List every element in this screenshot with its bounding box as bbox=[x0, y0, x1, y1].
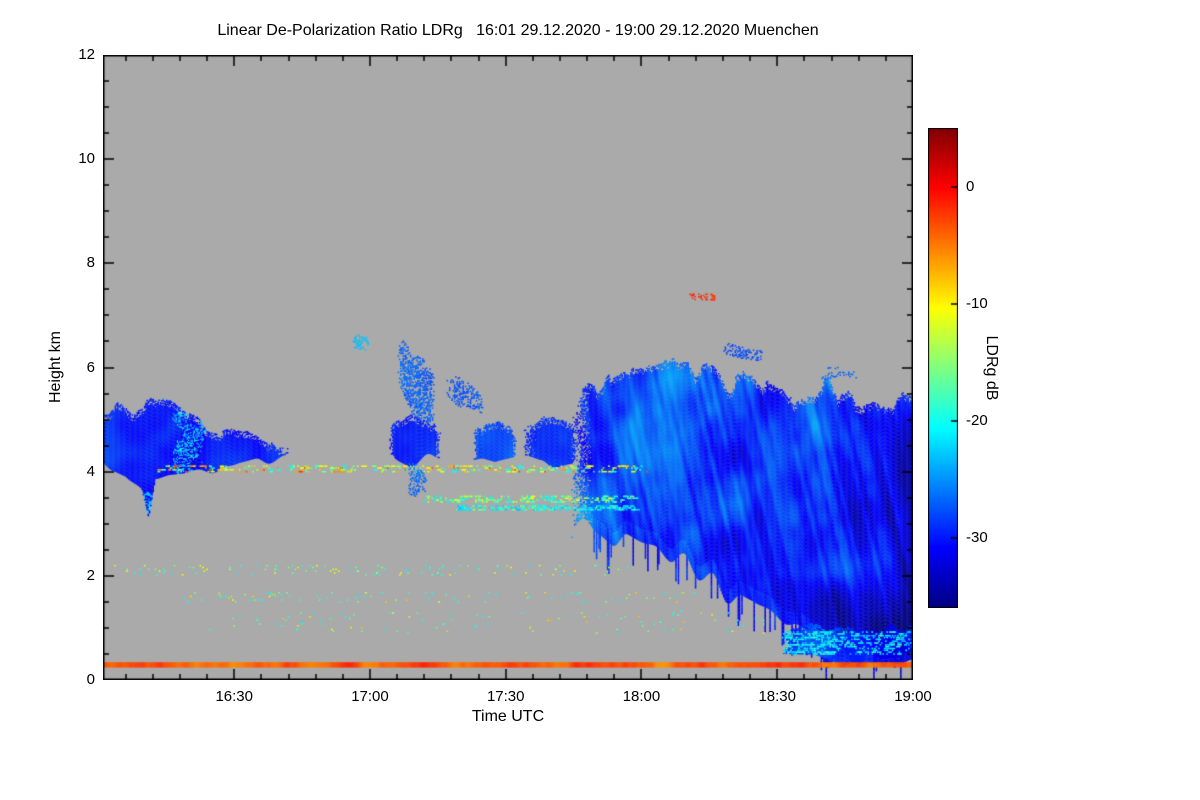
colorbar-tick-label: -20 bbox=[966, 411, 988, 429]
y-tick-label: 4 bbox=[86, 462, 95, 480]
colorbar-tick-label: -10 bbox=[966, 294, 988, 312]
y-tick-label: 12 bbox=[78, 46, 95, 63]
x-tick-label: 16:30 bbox=[215, 688, 253, 705]
y-tick-label: 10 bbox=[78, 150, 95, 168]
y-tick-label: 6 bbox=[86, 358, 95, 376]
y-tick-label: 8 bbox=[86, 254, 95, 272]
x-tick-label: 17:30 bbox=[486, 688, 525, 705]
x-tick-label: 19:00 bbox=[894, 688, 932, 705]
heatmap-plot-canvas bbox=[103, 55, 913, 680]
x-tick-label: 18:00 bbox=[622, 688, 661, 705]
y-tick-label: 0 bbox=[86, 671, 95, 688]
y-tick-label: 2 bbox=[86, 566, 95, 584]
colorbar-tick-label: 0 bbox=[966, 177, 975, 195]
colorbar-canvas bbox=[928, 128, 958, 608]
chart-title: Linear De-Polarization Ratio LDRg 16:01 … bbox=[217, 22, 819, 39]
x-axis-label: Time UTC bbox=[471, 708, 545, 725]
colorbar-tick-label: -30 bbox=[966, 528, 988, 546]
x-tick-label: 17:00 bbox=[351, 688, 389, 705]
x-tick-label: 18:30 bbox=[758, 688, 796, 705]
